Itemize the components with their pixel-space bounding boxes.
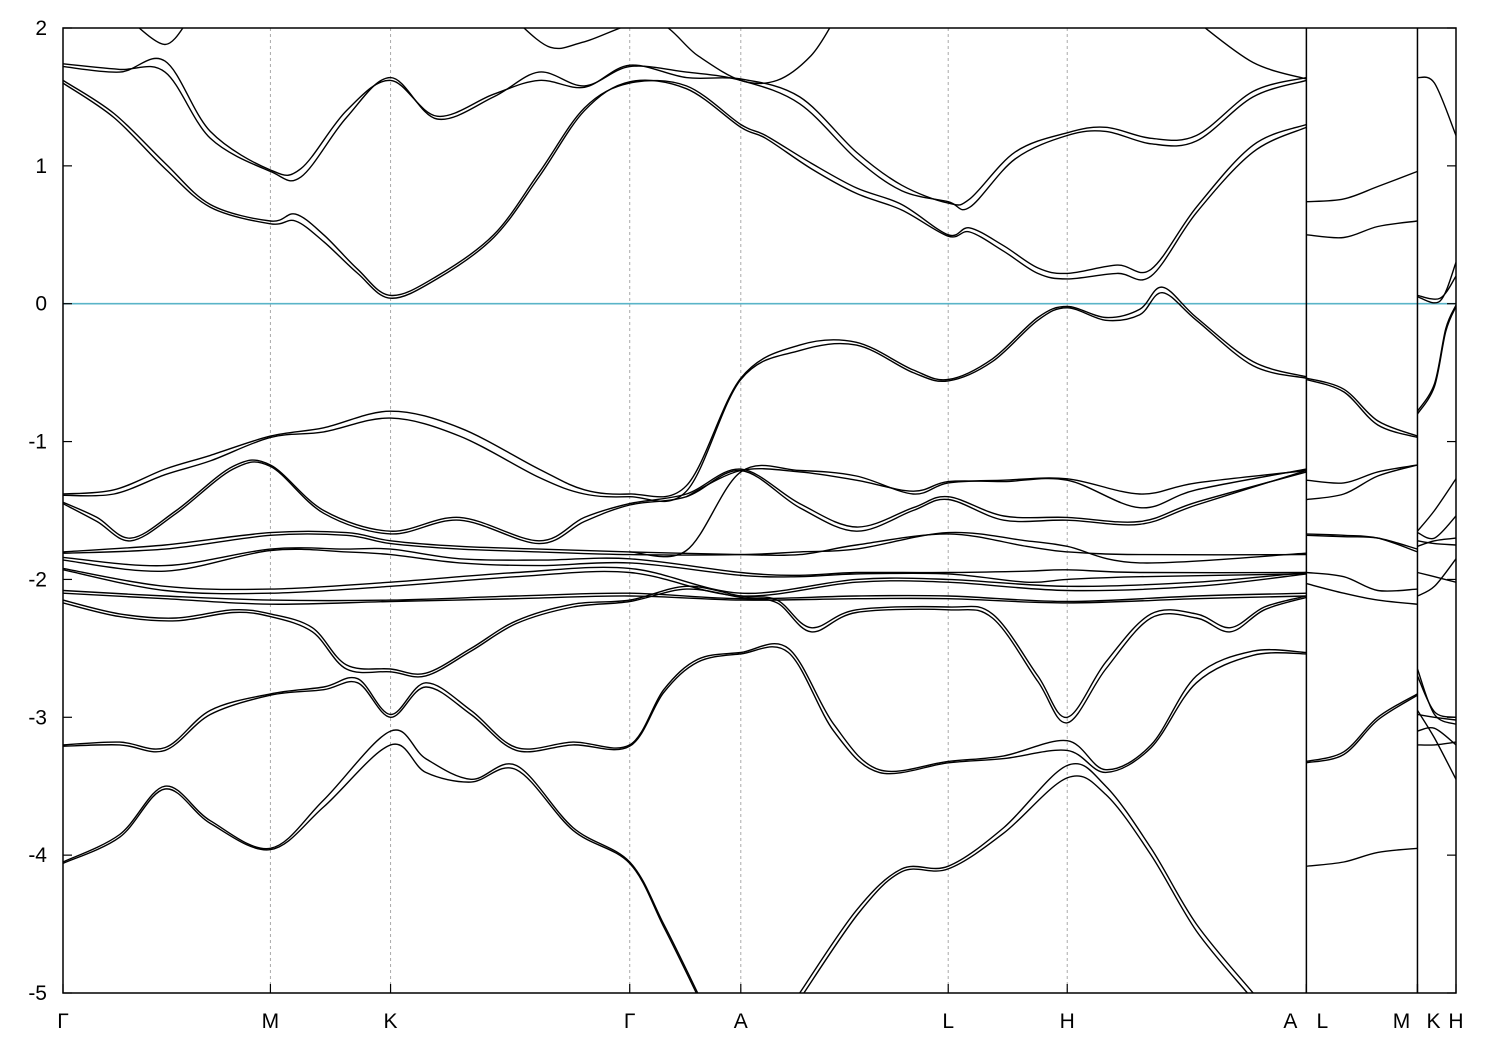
band-line xyxy=(1417,571,1456,583)
band-line xyxy=(63,589,1307,603)
x-tick-label: M xyxy=(1393,1010,1411,1033)
grid-lines xyxy=(269,28,1068,993)
band-line xyxy=(63,531,1307,564)
band-line xyxy=(1416,710,1456,780)
band-line xyxy=(63,461,1307,545)
band-line xyxy=(629,464,1307,558)
band-line xyxy=(1417,76,1456,136)
band-line xyxy=(63,646,1307,775)
y-tick-label: 1 xyxy=(35,155,47,178)
band-line xyxy=(686,468,1307,509)
band-line xyxy=(522,28,831,85)
band-line xyxy=(1306,693,1418,763)
y-tick-label: -1 xyxy=(28,431,47,454)
band-line xyxy=(1306,534,1418,550)
band-line xyxy=(1306,170,1418,203)
y-tick-label: -5 xyxy=(28,982,47,1005)
band-line xyxy=(63,286,1307,498)
band-line xyxy=(63,57,1307,206)
x-tick-label: Γ xyxy=(624,1010,636,1033)
band-line xyxy=(63,569,1307,597)
bands xyxy=(63,28,1456,993)
y-tick-label: -2 xyxy=(28,568,47,591)
band-line xyxy=(1306,582,1418,605)
band-line xyxy=(1306,464,1418,484)
band-line xyxy=(63,530,1307,557)
band-line xyxy=(1417,262,1456,304)
band-line xyxy=(63,743,698,993)
band-line xyxy=(1417,540,1456,546)
band-line xyxy=(1204,28,1307,80)
band-line xyxy=(1306,847,1418,867)
band-line xyxy=(1416,304,1456,412)
band-line xyxy=(799,763,1254,993)
segment-dividers xyxy=(1305,28,1419,993)
band-line xyxy=(1306,377,1418,437)
band-line xyxy=(63,292,1307,503)
band-line xyxy=(63,63,1307,211)
band-line xyxy=(138,28,184,46)
band-line xyxy=(1306,220,1418,239)
band-line xyxy=(63,585,1307,719)
y-axis: 2 1 0 -1 -2 -3 -4 -5 xyxy=(28,17,1456,1005)
x-tick-label: K xyxy=(1426,1010,1440,1033)
plot-frame xyxy=(62,27,1457,994)
band-line xyxy=(63,547,1307,577)
x-tick-label: L xyxy=(1317,1010,1329,1033)
band-line xyxy=(803,775,1248,993)
x-tick-label: H xyxy=(1448,1010,1463,1033)
x-tick-label: M xyxy=(262,1010,280,1033)
x-tick-label: A xyxy=(734,1010,748,1033)
band-line xyxy=(1417,515,1456,540)
band-line xyxy=(63,643,1307,773)
band-line xyxy=(1306,533,1418,553)
band-line xyxy=(1417,537,1456,547)
x-tick-label: Γ xyxy=(57,1010,69,1033)
x-tick-label: A xyxy=(1283,1010,1297,1033)
y-tick-label: -4 xyxy=(28,844,47,867)
band-line xyxy=(63,592,1307,605)
band-line xyxy=(1417,741,1456,746)
y-tick-label: 2 xyxy=(35,17,47,40)
band-line xyxy=(1306,378,1418,439)
band-line xyxy=(63,459,1307,542)
band-line xyxy=(1306,571,1418,592)
y-tick-label: -3 xyxy=(28,706,47,729)
band-line xyxy=(1306,694,1418,764)
x-tick-label: K xyxy=(384,1010,398,1033)
band-line xyxy=(63,548,1307,584)
band-line xyxy=(1416,478,1456,532)
band-line xyxy=(1306,464,1418,501)
x-tick-label: L xyxy=(942,1010,954,1033)
band-line xyxy=(1417,275,1456,300)
band-line xyxy=(63,79,1307,297)
band-line xyxy=(63,566,1307,595)
band-line xyxy=(1416,668,1456,725)
x-tick-label: H xyxy=(1060,1010,1075,1033)
band-line xyxy=(63,79,1307,299)
y-tick-label: 0 xyxy=(35,293,47,316)
band-line xyxy=(1417,558,1456,597)
band-line xyxy=(63,588,1307,724)
band-line xyxy=(1417,726,1456,746)
band-line xyxy=(63,729,699,993)
